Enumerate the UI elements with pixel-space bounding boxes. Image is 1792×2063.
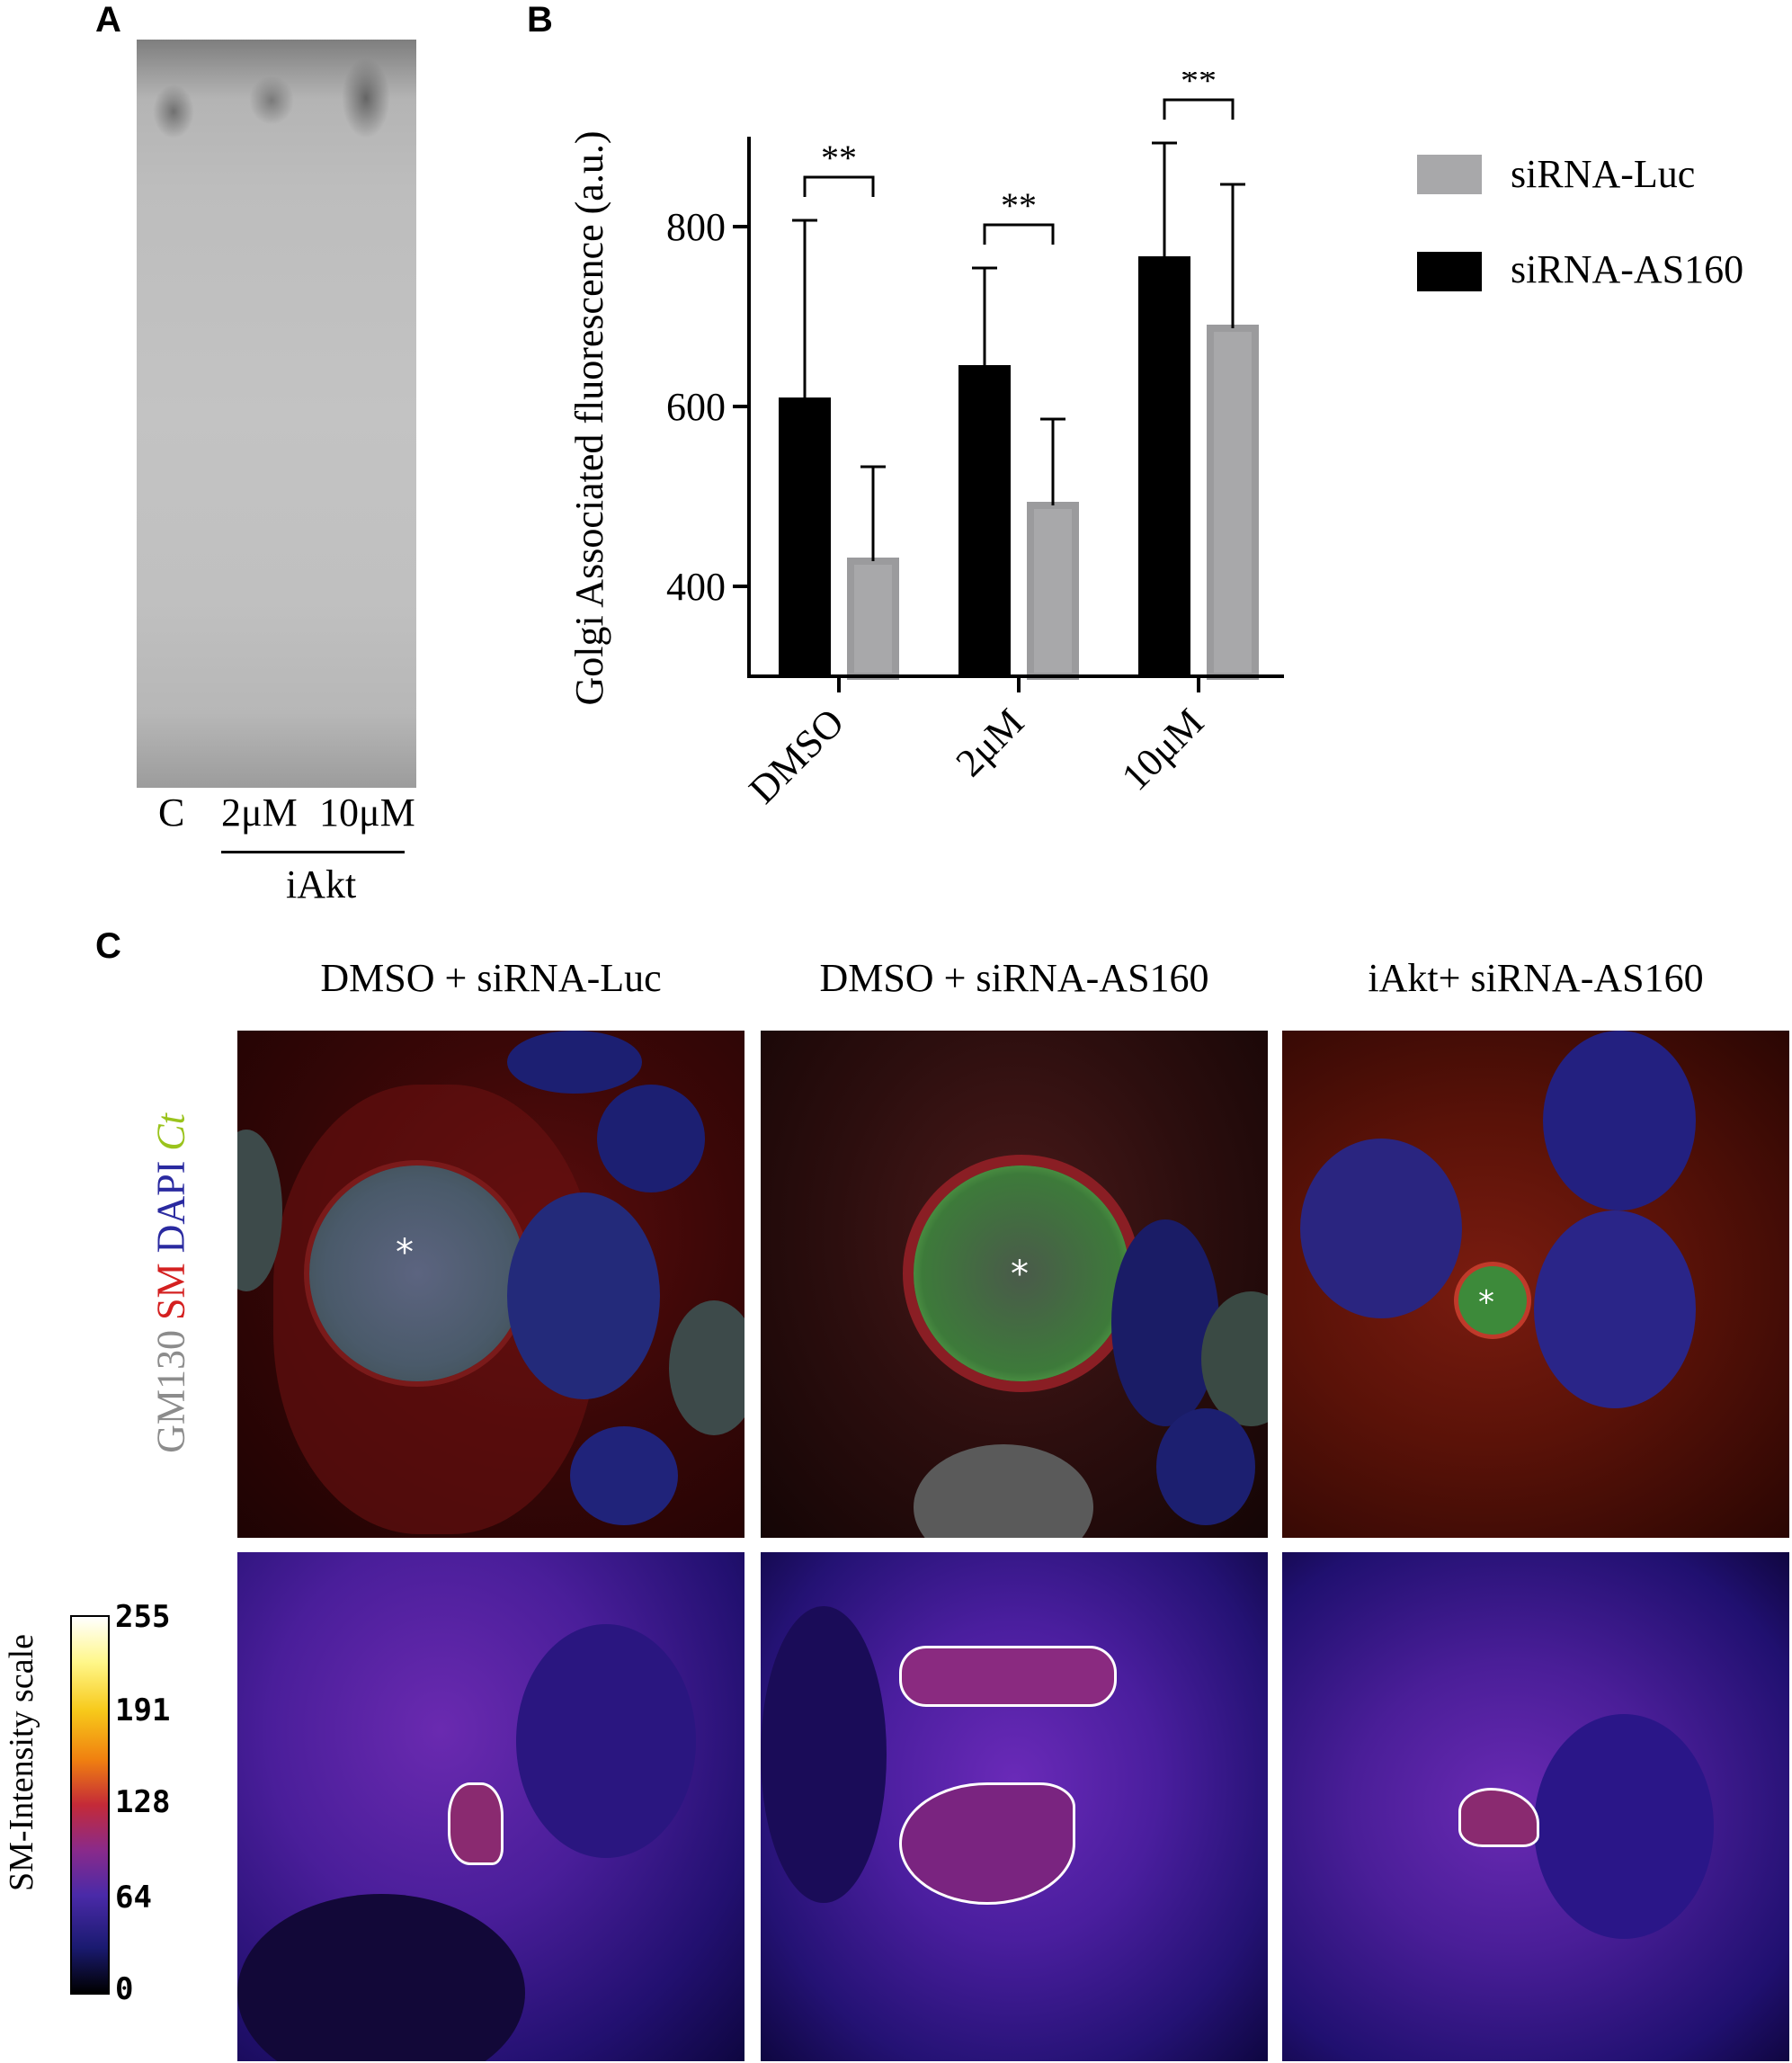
- iakt-group-label: iAkt: [286, 862, 357, 906]
- nucleus: [1156, 1408, 1255, 1525]
- golgi-outline: [1458, 1788, 1539, 1847]
- scale-label: SM-Intensity scale: [3, 1633, 40, 1892]
- legend-swatch-siRNA-AS160: [1417, 252, 1482, 291]
- legend-label-siRNA-Luc: siRNA-Luc: [1511, 152, 1696, 196]
- infected-cell: [1458, 1266, 1527, 1335]
- bar-siRNA-AS160-1: [958, 365, 1011, 676]
- channel-ct: Ct: [148, 1113, 193, 1151]
- nucleus: [597, 1085, 705, 1192]
- tlc-spot-10um: [342, 58, 390, 138]
- asterisk: *: [1478, 1284, 1494, 1321]
- dark-region: [516, 1624, 696, 1858]
- intensity-map-dmso-as160: [761, 1552, 1268, 2061]
- y-axis-label: Golgi Associated fluorescence (a.u.): [567, 130, 611, 706]
- tlc-spot-2um: [249, 76, 294, 125]
- nucleus: [669, 1300, 744, 1435]
- micrograph-dmso-as160: *: [761, 1031, 1268, 1538]
- y-tick-label-600: 600: [666, 385, 726, 429]
- dark-region: [237, 1894, 525, 2061]
- significance-bracket-0: [803, 175, 875, 197]
- lane-label-2um: 2μM: [221, 790, 298, 835]
- y-tick-label-800: 800: [666, 205, 726, 249]
- scale-tick-255: 255: [115, 1599, 171, 1635]
- channel-dapi: DAPI: [148, 1160, 193, 1254]
- panel-a-letter: A: [95, 0, 121, 40]
- bar-siRNA-Luc-1: [1027, 502, 1079, 680]
- nucleus: [1300, 1139, 1462, 1318]
- panel-b-letter: B: [527, 0, 553, 40]
- scale-tick-0: 0: [115, 1971, 134, 2007]
- significance-bracket-2: [1163, 98, 1235, 120]
- asterisk: *: [396, 1232, 414, 1273]
- bar-siRNA-Luc-2: [1207, 325, 1259, 680]
- column-title-3: iAkt+ siRNA-AS160: [1368, 956, 1704, 1000]
- lane-label-c: C: [158, 790, 185, 835]
- channel-label: GM130 SM DAPI Ct: [148, 1113, 194, 1453]
- legend-label-siRNA-AS160: siRNA-AS160: [1511, 247, 1744, 291]
- x-tick-label-2: 10μM: [1113, 700, 1212, 799]
- nucleus: [914, 1444, 1093, 1538]
- tlc-plate-image: [137, 40, 416, 788]
- bar-siRNA-Luc-0: [847, 558, 899, 680]
- x-tick-label-1: 2μM: [948, 700, 1033, 785]
- bar-chart: ** DMSO ** 2μM ** 10μM 400 600 800: [666, 72, 1284, 812]
- scale-tick-191: 191: [115, 1692, 171, 1728]
- nucleus: [1111, 1219, 1219, 1426]
- bar-siRNA-AS160-2: [1138, 256, 1190, 676]
- intensity-colorbar: [70, 1615, 110, 1995]
- tlc-spot-c: [153, 85, 194, 138]
- legend-swatch-siRNA-Luc: [1417, 155, 1482, 194]
- significance-marker-0: **: [821, 138, 857, 178]
- lane-label-10um: 10μM: [319, 790, 415, 835]
- golgi-outline: [899, 1782, 1075, 1905]
- y-tick-label-400: 400: [666, 565, 726, 609]
- intensity-map-dmso-luc: [237, 1552, 744, 2061]
- significance-marker-2: **: [1181, 72, 1217, 101]
- dark-region: [1534, 1714, 1714, 1939]
- nucleus: [1534, 1210, 1696, 1408]
- channel-gm130: GM130: [148, 1329, 193, 1453]
- channel-sm: SM: [148, 1263, 193, 1320]
- significance-bracket-1: [983, 223, 1055, 245]
- legend: siRNA-Luc siRNA-AS160: [1417, 151, 1777, 304]
- micrograph-dmso-luc: *: [237, 1031, 744, 1538]
- column-title-2: DMSO + siRNA-AS160: [819, 956, 1209, 1000]
- nucleus: [507, 1031, 642, 1094]
- nucleus: [570, 1426, 678, 1525]
- dark-region: [761, 1606, 887, 1903]
- column-title-1: DMSO + siRNA-Luc: [320, 956, 662, 1000]
- nucleus: [1543, 1031, 1696, 1210]
- infected-cell: [309, 1165, 525, 1381]
- asterisk: *: [1011, 1254, 1029, 1295]
- micrograph-iakt-as160: *: [1282, 1031, 1789, 1538]
- intensity-map-iakt-as160: [1282, 1552, 1789, 2061]
- golgi-outline: [899, 1646, 1117, 1707]
- scale-tick-64: 64: [115, 1880, 152, 1916]
- iakt-group-line: [221, 851, 405, 853]
- scale-tick-128: 128: [115, 1784, 171, 1820]
- panel-c-letter: C: [95, 926, 121, 966]
- bar-siRNA-AS160-0: [779, 397, 831, 676]
- significance-marker-1: **: [1001, 185, 1037, 226]
- infected-cell: [914, 1165, 1129, 1381]
- x-tick-label-0: DMSO: [741, 700, 853, 812]
- golgi-outline: [448, 1782, 504, 1865]
- nucleus: [507, 1192, 660, 1399]
